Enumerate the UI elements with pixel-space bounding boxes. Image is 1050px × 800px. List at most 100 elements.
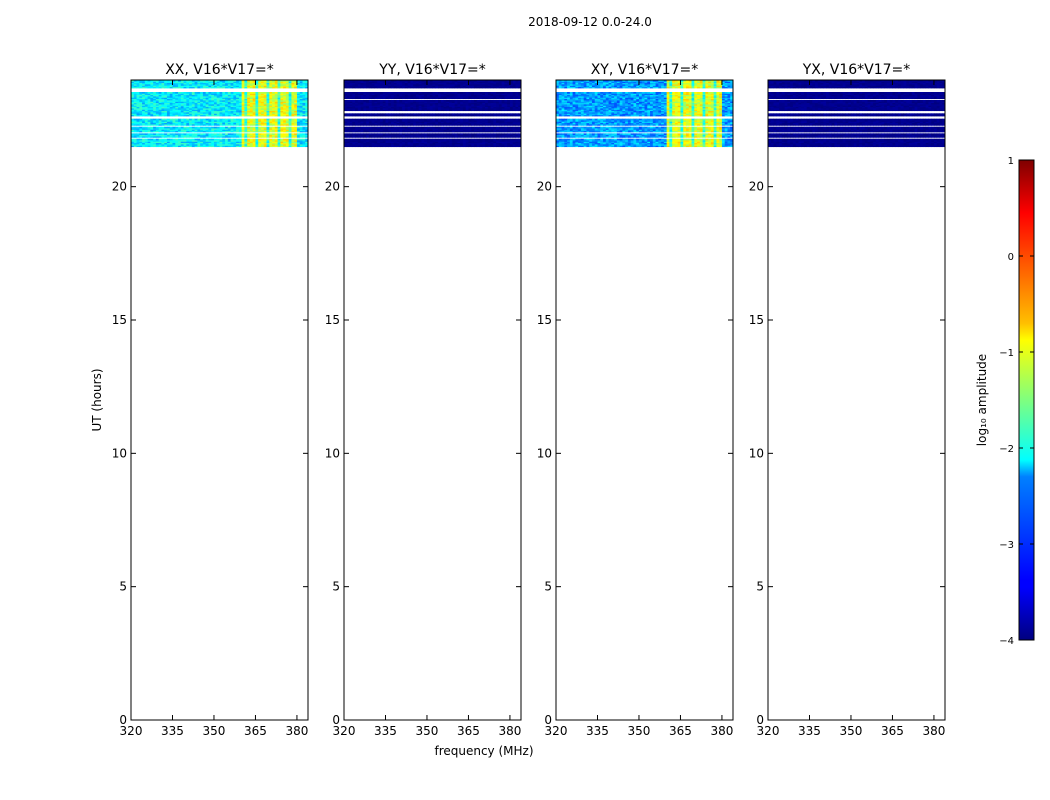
heatmap-cell (247, 104, 251, 106)
heatmap-cell (465, 145, 469, 148)
heatmap-cell (410, 141, 414, 144)
heatmap-cell (169, 104, 173, 106)
heatmap-cell (391, 92, 395, 94)
heatmap-cell (374, 84, 378, 86)
heatmap-cell (438, 101, 442, 104)
heatmap-cell (142, 141, 146, 144)
heatmap-cell (213, 113, 218, 116)
heatmap-cell (244, 126, 248, 129)
heatmap-cell (194, 86, 198, 89)
heatmap-cell (142, 92, 146, 94)
heatmap-cell (291, 112, 295, 114)
heatmap-cell (385, 121, 389, 124)
heatmap-cell (208, 142, 212, 145)
heatmap-cell (451, 105, 456, 108)
heatmap-cell (150, 101, 154, 104)
heatmap-cell (155, 121, 160, 124)
heatmap-cell (385, 114, 389, 117)
heatmap-cell (205, 84, 209, 86)
heatmap-cell (385, 130, 389, 133)
heatmap-cell (147, 86, 151, 89)
heatmap-cell (277, 130, 281, 133)
heatmap-cell (211, 106, 215, 109)
heatmap-cell (391, 113, 395, 116)
heatmap-cell (133, 134, 137, 137)
heatmap-cell (465, 118, 469, 121)
heatmap-cell (457, 130, 461, 133)
heatmap-cell (294, 120, 298, 122)
heatmap-cell (379, 86, 384, 89)
heatmap-cell (299, 110, 303, 113)
heatmap-cell (175, 105, 179, 108)
heatmap-cell (238, 108, 243, 110)
heatmap-cell (449, 105, 453, 108)
heatmap-cell (236, 97, 240, 100)
heatmap-cell (402, 85, 406, 88)
heatmap-cell (142, 82, 146, 85)
heatmap-cell (272, 92, 276, 94)
heatmap-cell (432, 129, 436, 132)
heatmap-cell (371, 134, 375, 137)
heatmap-cell (194, 118, 198, 121)
heatmap-cell (357, 113, 361, 116)
heatmap-cell (421, 121, 425, 124)
heatmap-cell (139, 128, 143, 130)
heatmap-cell (252, 124, 256, 126)
heatmap-cell (136, 141, 140, 144)
heatmap-cell (473, 118, 478, 121)
heatmap-cell (302, 102, 306, 105)
heatmap-cell (432, 104, 436, 106)
heatmap-cell (476, 141, 480, 144)
heatmap-cell (142, 142, 146, 145)
heatmap-cell (285, 86, 290, 89)
heatmap-cell (399, 92, 403, 94)
heatmap-cell (302, 85, 306, 88)
heatmap-cell (379, 126, 384, 129)
heatmap-cell (485, 97, 489, 100)
heatmap-cell (344, 94, 348, 97)
heatmap-cell (161, 144, 165, 146)
heatmap-cell (194, 120, 198, 122)
heatmap-cell (175, 118, 179, 121)
heatmap-cell (147, 94, 151, 97)
heatmap-cell (150, 112, 154, 114)
heatmap-cell (222, 142, 226, 145)
heatmap-cell (457, 102, 461, 105)
heatmap-cell (424, 145, 428, 148)
heatmap-cell (197, 136, 201, 138)
heatmap-cell (432, 120, 436, 122)
heatmap-cell (238, 118, 243, 121)
heatmap-cell (438, 104, 442, 106)
heatmap-cell (299, 82, 303, 85)
heatmap-cell (349, 100, 353, 102)
heatmap-cell (285, 82, 290, 85)
heatmap-cell (385, 145, 389, 148)
heatmap-cell (460, 92, 464, 94)
heatmap-cell (236, 141, 240, 144)
heatmap-cell (388, 101, 392, 104)
heatmap-cell (255, 93, 259, 96)
heatmap-cell (194, 80, 198, 82)
heatmap-cell (263, 93, 267, 96)
heatmap-cell (153, 114, 157, 117)
heatmap-cell (296, 109, 301, 112)
heatmap-cell (346, 126, 350, 129)
heatmap-cell (260, 113, 265, 116)
heatmap-cell (440, 114, 444, 117)
heatmap-cell (205, 145, 209, 148)
heatmap-cell (131, 113, 135, 116)
heatmap-cell (213, 102, 218, 105)
heatmap-cell (410, 138, 414, 141)
heatmap-cell (150, 113, 154, 116)
heatmap-cell (382, 128, 386, 130)
heatmap-cell (213, 145, 218, 148)
heatmap-cell (266, 114, 270, 117)
heatmap-cell (435, 104, 439, 106)
heatmap-cell (385, 142, 389, 145)
heatmap-cell (518, 113, 522, 116)
heatmap-cell (189, 114, 193, 117)
heatmap-cell (388, 126, 392, 129)
heatmap-cell (263, 124, 267, 126)
heatmap-cell (296, 81, 301, 84)
heatmap-cell (260, 92, 265, 94)
